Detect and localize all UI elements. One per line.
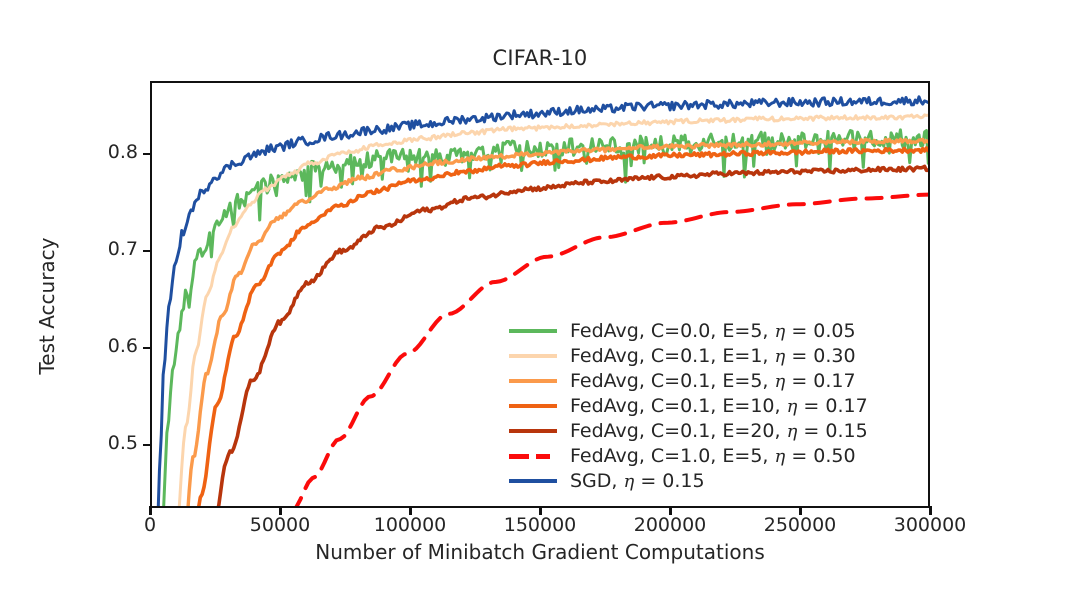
legend-item-label: FedAvg, C=0.1, E=20, η = 0.15: [570, 419, 868, 442]
x-tick-mark: [799, 506, 802, 515]
legend-dash-segment: [536, 454, 550, 459]
legend-item-label: FedAvg, C=0.1, E=10, η = 0.17: [570, 394, 868, 417]
series-lines: [156, 95, 928, 506]
legend-color-swatch: [508, 443, 558, 468]
y-tick-label: 0.6: [107, 334, 138, 357]
y-tick-label: 0.7: [107, 237, 138, 260]
legend-item-label: FedAvg, C=0.1, E=1, η = 0.30: [570, 344, 856, 367]
legend-line-bar: [509, 379, 557, 383]
y-tick-mark: [143, 346, 152, 350]
legend-item[interactable]: FedAvg, C=0.1, E=10, η = 0.17: [508, 393, 908, 418]
x-tick-mark: [929, 506, 932, 515]
legend: FedAvg, C=0.0, E=5, η = 0.05 FedAvg, C=0.…: [508, 318, 908, 493]
x-tick-mark: [539, 506, 542, 515]
x-tick-label: 100000: [373, 514, 447, 536]
legend-item[interactable]: SGD, η = 0.15: [508, 468, 908, 493]
x-tick-mark: [409, 506, 412, 515]
x-tick-label: 50000: [249, 514, 311, 536]
x-tick-mark: [149, 506, 152, 515]
y-tick-mark: [143, 249, 152, 253]
legend-item[interactable]: FedAvg, C=0.0, E=5, η = 0.05: [508, 318, 908, 343]
series-line: [294, 192, 928, 506]
series-line: [177, 113, 928, 506]
x-tick-label: 250000: [763, 514, 837, 536]
legend-dash-segment: [509, 454, 529, 459]
legend-line-bar: [509, 429, 557, 433]
x-tick-label: 200000: [633, 514, 707, 536]
x-axis-label: Number of Minibatch Gradient Computation…: [315, 540, 765, 564]
series-line: [156, 95, 928, 506]
legend-item-label: SGD, η = 0.15: [570, 469, 705, 492]
legend-color-swatch: [508, 318, 558, 343]
x-tick-mark: [669, 506, 672, 515]
legend-item[interactable]: FedAvg, C=0.1, E=5, η = 0.17: [508, 368, 908, 393]
y-tick-mark: [143, 443, 152, 447]
y-axis-label: Test Accuracy: [35, 237, 59, 375]
legend-line-bar: [509, 354, 557, 358]
legend-item[interactable]: FedAvg, C=0.1, E=20, η = 0.15: [508, 418, 908, 443]
legend-color-swatch: [508, 468, 558, 493]
x-tick-label: 150000: [503, 514, 577, 536]
legend-line-bar: [509, 329, 557, 333]
legend-color-swatch: [508, 393, 558, 418]
legend-item[interactable]: FedAvg, C=0.1, E=1, η = 0.30: [508, 343, 908, 368]
legend-line-bar: [509, 479, 557, 483]
legend-item-label: FedAvg, C=1.0, E=5, η = 0.50: [570, 444, 856, 467]
series-line: [216, 164, 928, 506]
chart-title: CIFAR-10: [492, 46, 588, 70]
legend-color-swatch: [508, 418, 558, 443]
y-tick-label: 0.8: [107, 140, 138, 163]
y-tick-label: 0.5: [107, 431, 138, 454]
legend-color-swatch: [508, 368, 558, 393]
legend-line-bar: [509, 404, 557, 408]
x-tick-label: 300000: [893, 514, 967, 536]
series-line: [186, 137, 928, 506]
legend-item-label: FedAvg, C=0.0, E=5, η = 0.05: [570, 319, 856, 342]
series-line: [197, 146, 928, 506]
x-tick-label: 0: [143, 514, 157, 536]
legend-item-label: FedAvg, C=0.1, E=5, η = 0.17: [570, 369, 856, 392]
legend-color-swatch: [508, 343, 558, 368]
plot-area: [150, 81, 930, 508]
x-tick-mark: [279, 506, 282, 515]
y-tick-mark: [143, 152, 152, 156]
legend-item[interactable]: FedAvg, C=1.0, E=5, η = 0.50: [508, 443, 908, 468]
